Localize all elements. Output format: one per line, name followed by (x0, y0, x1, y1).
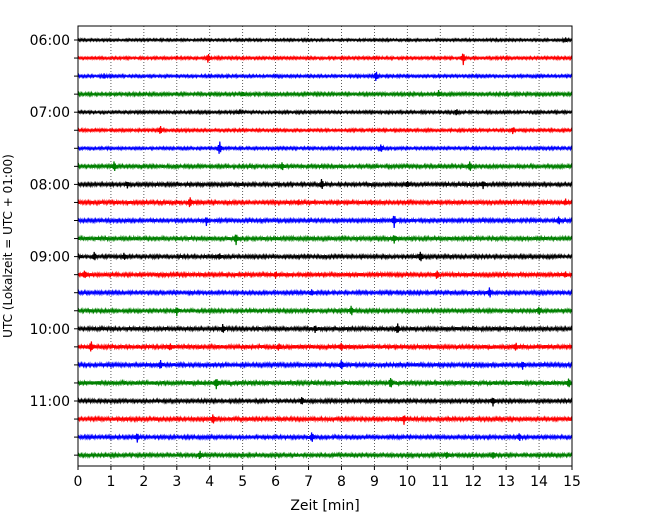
x-axis-label: Zeit [min] (290, 498, 359, 514)
x-tick-label: 9 (370, 474, 379, 490)
trace-0645 (77, 90, 573, 98)
seismic-traces (77, 36, 573, 460)
trace-0600 (77, 36, 573, 44)
trace-0845 (77, 234, 573, 246)
trace-0815 (77, 197, 573, 208)
x-tick-label: 15 (563, 474, 581, 490)
trace-1015 (77, 341, 573, 352)
trace-0915 (77, 270, 573, 279)
x-tick-label: 13 (497, 474, 515, 490)
x-tick-label: 10 (398, 474, 416, 490)
vertical-grid (110, 26, 540, 466)
y-tick-label: 06:00 (30, 33, 70, 49)
x-tick-label: 8 (337, 474, 346, 490)
trace-0730 (77, 141, 573, 154)
x-tick-label: 14 (530, 474, 548, 490)
x-axis-ticks: 0 1 2 3 4 5 6 7 8 9 10 11 12 13 14 15 (74, 466, 581, 490)
trace-0700 (77, 108, 573, 116)
trace-0745 (77, 161, 573, 171)
y-tick-label: 08:00 (30, 177, 70, 193)
trace-0800 (77, 178, 573, 190)
trace-0715 (77, 126, 573, 135)
trace-1000 (77, 323, 573, 333)
trace-0615 (77, 53, 573, 66)
y-tick-label: 11:00 (30, 394, 70, 410)
trace-1045 (77, 377, 573, 390)
plot-frame (77, 25, 573, 467)
trace-0630 (77, 71, 573, 82)
trace-1145 (77, 450, 573, 460)
x-tick-label: 4 (205, 474, 214, 490)
trace-1130 (77, 432, 573, 443)
y-axis-ticks: 06:00 07:00 08:00 09:00 10:00 11:00 (30, 33, 78, 456)
y-tick-label: 10:00 (30, 322, 70, 338)
x-tick-label: 11 (431, 474, 449, 490)
y-tick-label: 09:00 (30, 250, 70, 266)
trace-0830 (77, 215, 573, 229)
x-tick-label: 0 (74, 474, 83, 490)
trace-0900 (77, 251, 573, 262)
trace-0945 (77, 305, 573, 317)
trace-1115 (77, 414, 573, 425)
trace-1100 (77, 396, 573, 407)
y-tick-label: 07:00 (30, 105, 70, 121)
trace-1030 (77, 359, 573, 370)
x-tick-label: 6 (271, 474, 280, 490)
x-tick-label: 3 (172, 474, 181, 490)
x-tick-label: 7 (304, 474, 313, 490)
x-tick-label: 12 (464, 474, 482, 490)
y-axis-label: UTC (Lokalzeit = UTC + 01:00) (1, 154, 15, 338)
trace-0930 (77, 287, 573, 298)
x-tick-label: 5 (238, 474, 247, 490)
x-tick-label: 1 (106, 474, 115, 490)
x-tick-label: 2 (139, 474, 148, 490)
